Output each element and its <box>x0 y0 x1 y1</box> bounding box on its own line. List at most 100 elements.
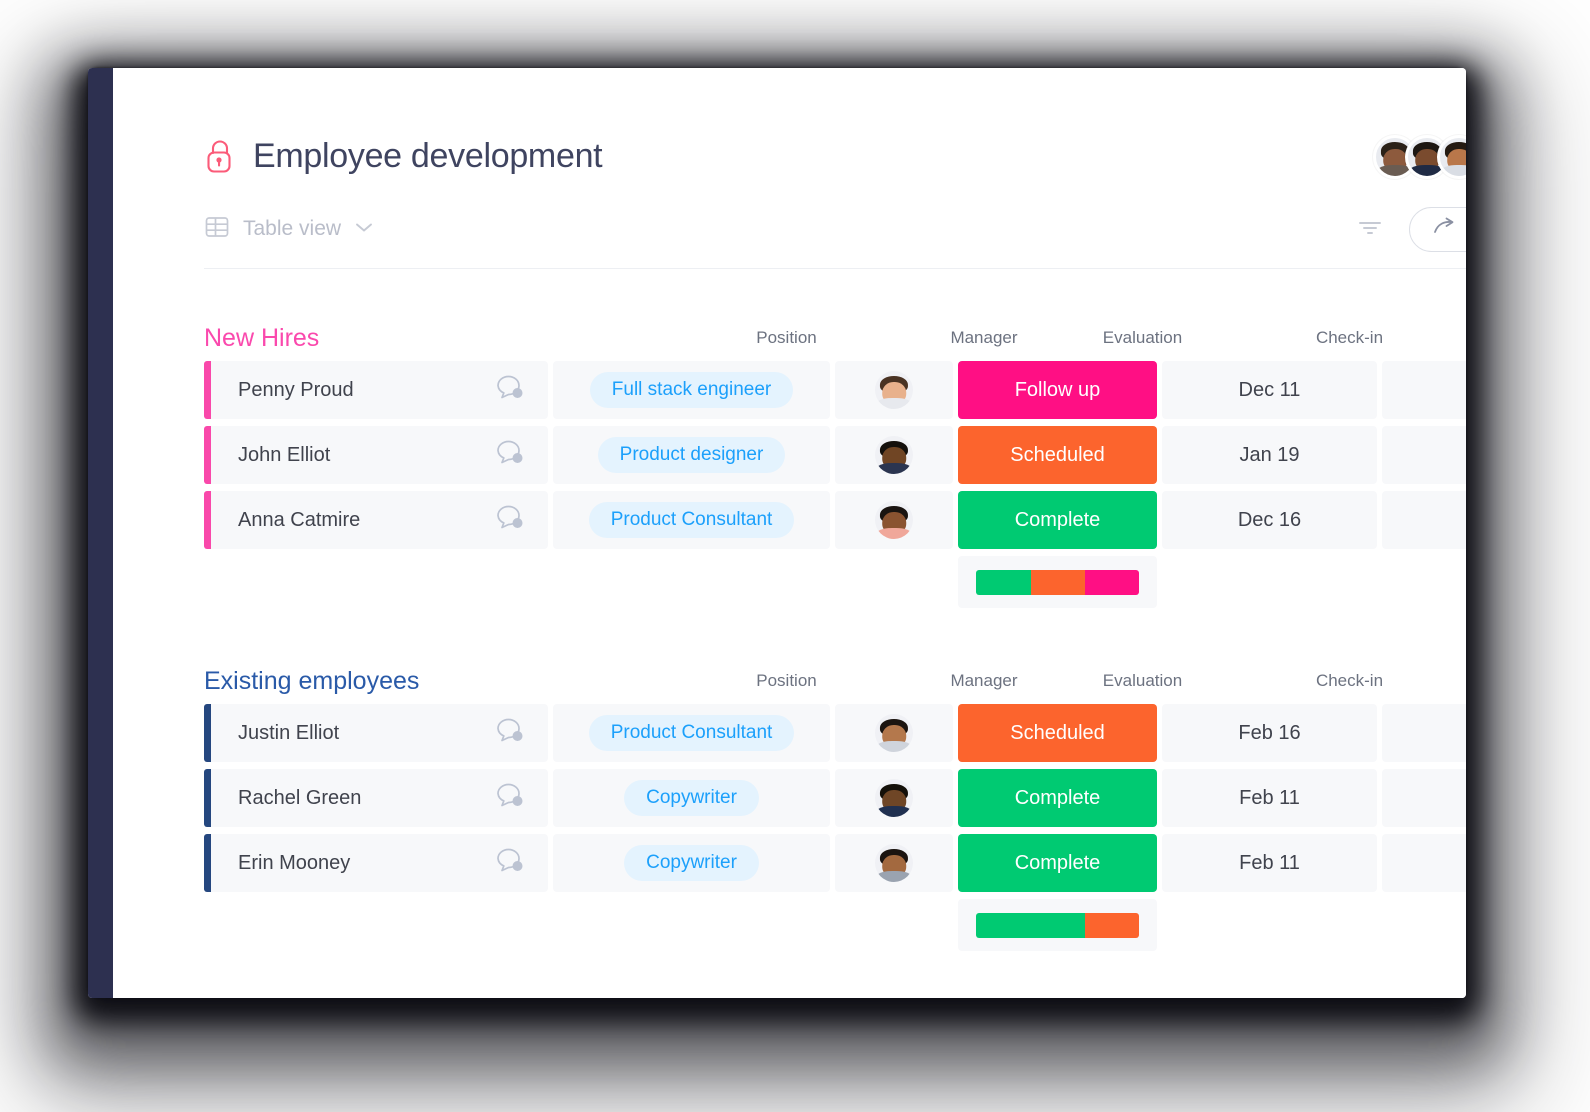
chevron-down-icon[interactable] <box>354 220 374 239</box>
status-distribution-bar <box>976 569 1139 595</box>
summary-checkin-spacer <box>1162 556 1377 608</box>
status-badge: Complete <box>958 491 1157 549</box>
cell-name[interactable]: Erin Mooney <box>211 834 548 892</box>
group-title[interactable]: New Hires <box>204 323 320 352</box>
collaborator-avatars[interactable] <box>1373 134 1466 179</box>
avatar[interactable] <box>1437 134 1466 179</box>
cell-position[interactable]: Product Consultant <box>553 491 830 549</box>
employee-name: Penny Proud <box>238 378 354 401</box>
employee-name: John Elliot <box>238 443 331 466</box>
share-button[interactable]: Share <box>1409 206 1466 252</box>
cell-checkin[interactable]: Dec 11 <box>1162 361 1377 419</box>
column-header-checkin[interactable]: Check-in <box>1315 671 1384 690</box>
cell-extra[interactable] <box>1382 769 1466 827</box>
table-row[interactable]: John Elliot Product designer <box>204 426 1466 484</box>
manager-avatar[interactable] <box>875 844 913 882</box>
evaluation-summary-bar[interactable] <box>958 556 1157 608</box>
position-pill: Full stack engineer <box>589 372 794 408</box>
cell-manager[interactable] <box>835 426 953 484</box>
manager-avatar[interactable] <box>875 714 913 752</box>
cell-name[interactable]: John Elliot <box>211 426 548 484</box>
manager-avatar[interactable] <box>875 779 913 817</box>
summary-extra-spacer <box>1382 556 1466 608</box>
table-row[interactable]: Justin Elliot Product Consultant <box>204 704 1466 762</box>
lock-icon <box>204 137 236 180</box>
chat-bubble-icon[interactable] <box>492 438 528 473</box>
employee-name: Anna Catmire <box>238 508 361 531</box>
cell-extra[interactable] <box>1382 361 1466 419</box>
column-header-manager[interactable]: Manager <box>950 671 1018 690</box>
column-header-position[interactable]: Position <box>756 671 817 690</box>
left-sidebar-rail[interactable] <box>88 68 113 998</box>
table-row[interactable]: Anna Catmire Product Consultant <box>204 491 1466 549</box>
cell-evaluation[interactable]: Complete <box>958 769 1157 827</box>
table-row[interactable]: Rachel Green Copywriter <box>204 769 1466 827</box>
board-header: Employee development <box>113 68 1466 190</box>
group-new-hires: New Hires Position Manager Evaluation Ch… <box>113 315 1466 608</box>
group-title[interactable]: Existing employees <box>204 666 420 695</box>
cell-manager[interactable] <box>835 704 953 762</box>
column-header-position[interactable]: Position <box>756 328 817 347</box>
filter-icon[interactable] <box>1357 217 1383 242</box>
cell-position[interactable]: Copywriter <box>553 834 830 892</box>
add-column-slot: + <box>1457 320 1466 356</box>
cell-name[interactable]: Justin Elliot <box>211 704 548 762</box>
cell-evaluation[interactable]: Follow up <box>958 361 1157 419</box>
cell-checkin[interactable]: Jan 19 <box>1162 426 1377 484</box>
evaluation-summary-bar[interactable] <box>958 899 1157 951</box>
summary-name-spacer <box>211 899 548 951</box>
cell-position[interactable]: Full stack engineer <box>553 361 830 419</box>
cell-checkin[interactable]: Dec 16 <box>1162 491 1377 549</box>
cell-manager[interactable] <box>835 769 953 827</box>
cell-name[interactable]: Penny Proud <box>211 361 548 419</box>
column-header-checkin[interactable]: Check-in <box>1315 328 1384 347</box>
cell-extra[interactable] <box>1382 704 1466 762</box>
summary-extra-spacer <box>1382 899 1466 951</box>
chat-bubble-icon[interactable] <box>492 503 528 538</box>
row-accent <box>204 834 211 892</box>
employee-name: Rachel Green <box>238 786 362 809</box>
manager-avatar[interactable] <box>875 501 913 539</box>
row-accent <box>204 491 211 549</box>
cell-position[interactable]: Copywriter <box>553 769 830 827</box>
cell-checkin[interactable]: Feb 11 <box>1162 834 1377 892</box>
segment-follow-up <box>1085 569 1139 595</box>
cell-position[interactable]: Product Consultant <box>553 704 830 762</box>
chat-bubble-icon[interactable] <box>492 373 528 408</box>
cell-manager[interactable] <box>835 361 953 419</box>
cell-name[interactable]: Anna Catmire <box>211 491 548 549</box>
cell-checkin[interactable]: Feb 11 <box>1162 769 1377 827</box>
manager-avatar[interactable] <box>875 436 913 474</box>
app-window: Employee development <box>88 68 1466 998</box>
column-header-evaluation[interactable]: Evaluation <box>1102 328 1183 347</box>
cell-extra[interactable] <box>1382 834 1466 892</box>
view-switcher[interactable]: Table view <box>204 214 374 245</box>
cell-checkin[interactable]: Feb 16 <box>1162 704 1377 762</box>
cell-evaluation[interactable]: Scheduled <box>958 426 1157 484</box>
column-header-evaluation[interactable]: Evaluation <box>1102 671 1183 690</box>
table-row[interactable]: Erin Mooney Copywriter <box>204 834 1466 892</box>
cell-position[interactable]: Product designer <box>553 426 830 484</box>
checkin-date: Feb 11 <box>1239 851 1300 874</box>
cell-evaluation[interactable]: Complete <box>958 491 1157 549</box>
cell-name[interactable]: Rachel Green <box>211 769 548 827</box>
summary-accent-spacer <box>204 899 211 951</box>
cell-manager[interactable] <box>835 491 953 549</box>
group-summary-row <box>204 556 1466 608</box>
cell-evaluation[interactable]: Complete <box>958 834 1157 892</box>
table-row[interactable]: Penny Proud Full stack engineer <box>204 361 1466 419</box>
employee-name: Erin Mooney <box>238 851 351 874</box>
chat-bubble-icon[interactable] <box>492 846 528 881</box>
chat-bubble-icon[interactable] <box>492 781 528 816</box>
cell-extra[interactable] <box>1382 491 1466 549</box>
page-title: Employee development <box>253 137 603 175</box>
toolbar-right: Share <box>1357 206 1466 252</box>
cell-extra[interactable] <box>1382 426 1466 484</box>
manager-avatar[interactable] <box>875 371 913 409</box>
position-pill: Product Consultant <box>588 502 795 538</box>
cell-manager[interactable] <box>835 834 953 892</box>
chat-bubble-icon[interactable] <box>492 716 528 751</box>
cell-evaluation[interactable]: Scheduled <box>958 704 1157 762</box>
app-body: Employee development <box>113 68 1466 998</box>
column-header-manager[interactable]: Manager <box>950 328 1018 347</box>
